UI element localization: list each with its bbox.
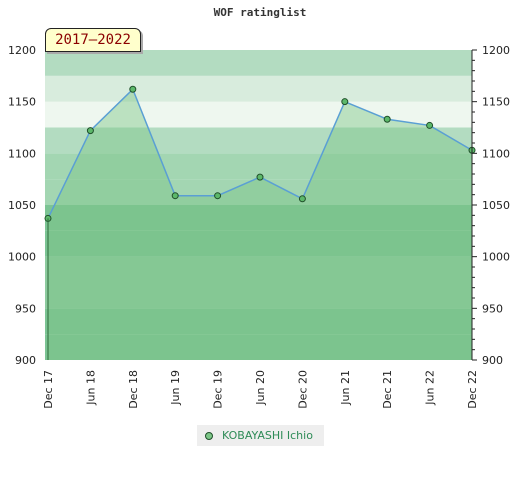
x-tick-2: Dec 18: [127, 370, 140, 409]
y-tick-right-1100: 1100: [482, 147, 510, 160]
data-point-1: [86, 127, 94, 135]
data-markers: [44, 85, 476, 222]
y-tick-right-900: 900: [482, 354, 503, 367]
band-1: [45, 308, 472, 335]
x-tick-8: Dec 21: [381, 370, 394, 409]
y-tick-right-1050: 1050: [482, 199, 510, 212]
band-10: [45, 75, 472, 102]
area-fill: [48, 89, 472, 361]
x-tick-6: Dec 20: [296, 370, 309, 409]
legend-label: KOBAYASHI Ichio: [222, 429, 313, 442]
y-tick-left-900: 900: [15, 354, 36, 367]
band-4: [45, 230, 472, 257]
x-tick-4: Dec 19: [212, 370, 225, 409]
data-point-3: [171, 192, 179, 200]
data-point-5: [256, 173, 264, 181]
band-3: [45, 256, 472, 283]
x-tick-1: Jun 18: [84, 370, 97, 406]
y-tick-left-950: 950: [15, 302, 36, 315]
legend: KOBAYASHI Ichio: [197, 425, 324, 446]
y-tick-right-1000: 1000: [482, 251, 510, 264]
x-tick-3: Jun 19: [169, 370, 182, 406]
y-axis-right: 900 950 1000 1050 1100 1150 1200: [482, 44, 510, 367]
data-point-2: [129, 85, 137, 93]
chart-title: WOF ratinglist: [213, 6, 307, 19]
band-6: [45, 179, 472, 205]
y-tick-right-1200: 1200: [482, 44, 510, 57]
data-point-4: [214, 192, 222, 200]
x-tick-9: Jun 22: [424, 370, 437, 406]
area-path: [48, 89, 472, 361]
data-point-7: [341, 98, 349, 106]
x-tick-0: Dec 17: [42, 370, 55, 409]
y-tick-left-1200: 1200: [8, 44, 36, 57]
x-axis-labels: Dec 17 Jun 18 Dec 18 Jun 19 Dec 19 Jun 20 Dec …: [42, 370, 479, 409]
data-point-8: [383, 115, 391, 123]
band-8: [45, 127, 472, 154]
x-tick-10: Dec 22: [466, 370, 479, 409]
y-tick-left-1150: 1150: [8, 96, 36, 109]
legend-marker-icon: [205, 432, 213, 440]
y-tick-right-950: 950: [482, 302, 503, 315]
band-2: [45, 282, 472, 309]
y-tick-left-1000: 1000: [8, 251, 36, 264]
y-tick-left-1100: 1100: [8, 147, 36, 160]
data-point-6: [298, 195, 306, 203]
band-11: [45, 50, 472, 76]
period-badge: 2017–2022: [45, 28, 141, 52]
band-5: [45, 205, 472, 231]
x-tick-7: Jun 21: [339, 370, 352, 406]
band-0: [45, 334, 472, 360]
y-axis-left: 900 950 1000 1050 1100 1150 1200: [8, 44, 36, 367]
y-tick-right-1150: 1150: [482, 96, 510, 109]
data-point-9: [426, 121, 434, 129]
y-tick-left-1050: 1050: [8, 199, 36, 212]
axes: [47, 49, 477, 361]
x-tick-5: Jun 20: [254, 370, 267, 406]
